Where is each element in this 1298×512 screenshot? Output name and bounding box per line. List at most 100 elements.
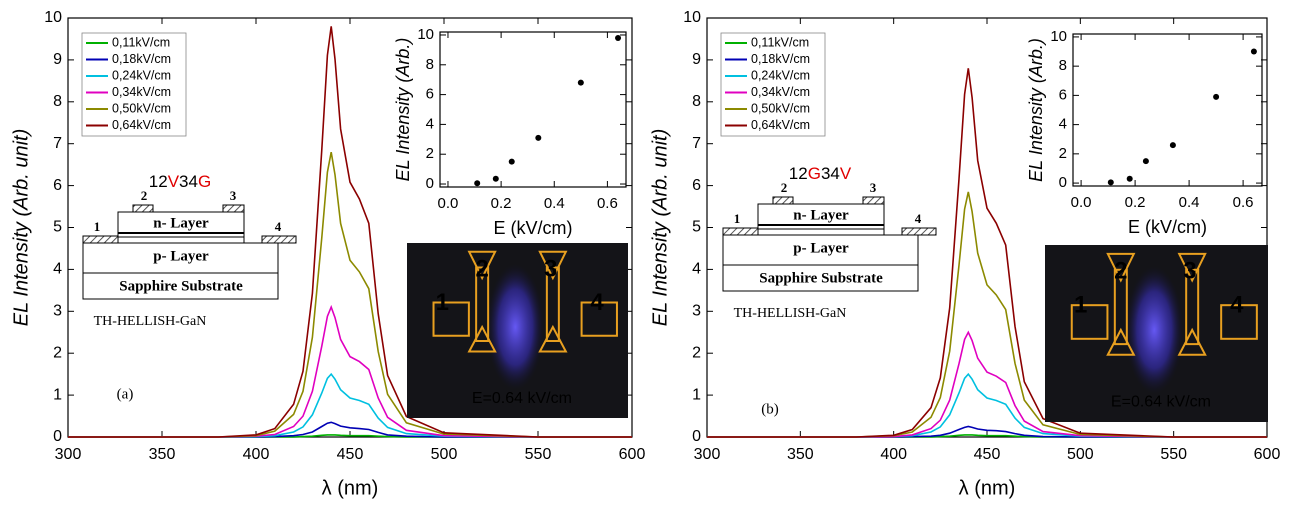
spectrum-line bbox=[707, 425, 1267, 438]
data-point bbox=[1169, 142, 1176, 149]
plot-frame bbox=[439, 31, 627, 188]
y-tick-label: 3 bbox=[53, 303, 62, 320]
panel-label: (a) bbox=[117, 386, 134, 402]
x-tick-label: 0.6 bbox=[597, 195, 618, 212]
y-tick-label: 0 bbox=[1059, 174, 1067, 191]
photo-caption: E=0.64 kV/cm bbox=[1111, 394, 1211, 411]
contact bbox=[901, 227, 937, 236]
x-tick-label: 600 bbox=[1254, 446, 1281, 463]
contact-label: 1 bbox=[734, 211, 741, 226]
y-tick-label: 4 bbox=[53, 261, 62, 278]
y-tick-label: 4 bbox=[426, 115, 434, 132]
pad-outline bbox=[432, 301, 470, 337]
y-tick-label: 4 bbox=[692, 261, 701, 278]
x-tick-label: 400 bbox=[880, 446, 907, 463]
legend-box bbox=[720, 32, 826, 137]
x-tick-label: 0.0 bbox=[1071, 194, 1092, 211]
device-title-part: 34 bbox=[821, 164, 840, 183]
x-tick-label: 0.0 bbox=[438, 195, 459, 212]
photo-label: 3 bbox=[544, 256, 557, 283]
y-tick-label: 9 bbox=[53, 51, 62, 68]
legend-label: 0,64kV/cm bbox=[112, 118, 171, 132]
spectrum-line bbox=[68, 421, 632, 438]
pad-outline bbox=[1070, 304, 1109, 340]
device-caption: TH-HELLISH-GaN bbox=[734, 306, 847, 321]
contact-label: 4 bbox=[275, 219, 282, 234]
photo-label: 2 bbox=[475, 256, 488, 283]
layer-label: n- Layer bbox=[153, 215, 209, 231]
spectrum-line bbox=[68, 304, 632, 438]
spectrum-line bbox=[707, 372, 1267, 438]
device-title-part: 12 bbox=[789, 164, 808, 183]
contact bbox=[261, 235, 297, 244]
electrode-outline bbox=[475, 266, 490, 342]
device-title-part: G bbox=[808, 164, 821, 183]
photo-label: 1 bbox=[436, 289, 449, 316]
contact-label: 1 bbox=[94, 219, 101, 234]
data-point bbox=[577, 79, 584, 86]
y-tick-label: 8 bbox=[53, 93, 62, 110]
y-tick-label: 8 bbox=[1059, 57, 1067, 74]
spectrum-line bbox=[707, 68, 1267, 438]
x-tick-label: 0.2 bbox=[491, 195, 512, 212]
p-layer bbox=[82, 242, 279, 274]
y-tick-label: 5 bbox=[692, 219, 701, 236]
device-caption: TH-HELLISH-GaN bbox=[94, 314, 207, 329]
y-tick-label: 2 bbox=[1059, 145, 1067, 162]
device-title-part: V bbox=[840, 164, 852, 183]
y-tick-label: 7 bbox=[53, 135, 62, 152]
y-tick-label: 10 bbox=[417, 26, 434, 43]
contact-label: 3 bbox=[870, 180, 877, 195]
contact-label: 3 bbox=[230, 188, 237, 203]
contact bbox=[862, 196, 885, 205]
data-point bbox=[492, 175, 499, 182]
data-point bbox=[535, 134, 542, 141]
y-tick-label: 0 bbox=[53, 428, 62, 445]
data-point bbox=[615, 34, 622, 41]
spectrum-line bbox=[707, 191, 1267, 438]
y-tick-label: 1 bbox=[692, 386, 701, 403]
data-point bbox=[1107, 179, 1114, 186]
y-tick-label: 5 bbox=[53, 219, 62, 236]
x-tick-label: 0.4 bbox=[544, 195, 565, 212]
x-tick-label: 600 bbox=[619, 446, 646, 463]
y-tick-label: 8 bbox=[692, 93, 701, 110]
emission-glow bbox=[1125, 266, 1184, 394]
y-tick-label: 8 bbox=[426, 56, 434, 73]
electrode-outline bbox=[1113, 268, 1128, 346]
device-title-part: G bbox=[198, 172, 211, 191]
x-tick-label: 350 bbox=[149, 446, 176, 463]
device-title: 12V34G bbox=[149, 172, 211, 191]
data-point bbox=[1213, 93, 1220, 100]
contact bbox=[82, 235, 119, 244]
x-tick-label: 0.6 bbox=[1233, 194, 1254, 211]
photo-label: 4 bbox=[1230, 291, 1244, 318]
x-tick-label: 0.2 bbox=[1125, 194, 1146, 211]
photo-label: 3 bbox=[1183, 258, 1196, 285]
contact bbox=[222, 204, 245, 213]
contact-label: 4 bbox=[915, 211, 922, 226]
y-tick-label: 2 bbox=[53, 344, 62, 361]
y-tick-label: 4 bbox=[1059, 116, 1067, 133]
layer-label: p- Layer bbox=[153, 248, 209, 264]
device-title-part: V bbox=[168, 172, 180, 191]
legend-label: 0,11kV/cm bbox=[751, 35, 809, 49]
device-title: 12G34V bbox=[789, 164, 852, 183]
spectrum-line bbox=[68, 26, 632, 438]
y-axis-label: EL Intensity (Arb.) bbox=[1026, 38, 1046, 182]
x-tick-label: 300 bbox=[55, 446, 82, 463]
electrode-outline bbox=[545, 266, 560, 342]
y-tick-label: 3 bbox=[692, 303, 701, 320]
x-tick-label: 400 bbox=[243, 446, 270, 463]
legend-label: 0,64kV/cm bbox=[751, 118, 810, 132]
device-title-part: 34 bbox=[179, 172, 198, 191]
y-tick-label: 0 bbox=[692, 428, 701, 445]
x-tick-label: 550 bbox=[1160, 446, 1187, 463]
spectrum-line bbox=[68, 372, 632, 438]
legend-label: 0,34kV/cm bbox=[751, 85, 810, 99]
emission-glow bbox=[486, 264, 545, 390]
y-tick-label: 10 bbox=[44, 9, 62, 26]
